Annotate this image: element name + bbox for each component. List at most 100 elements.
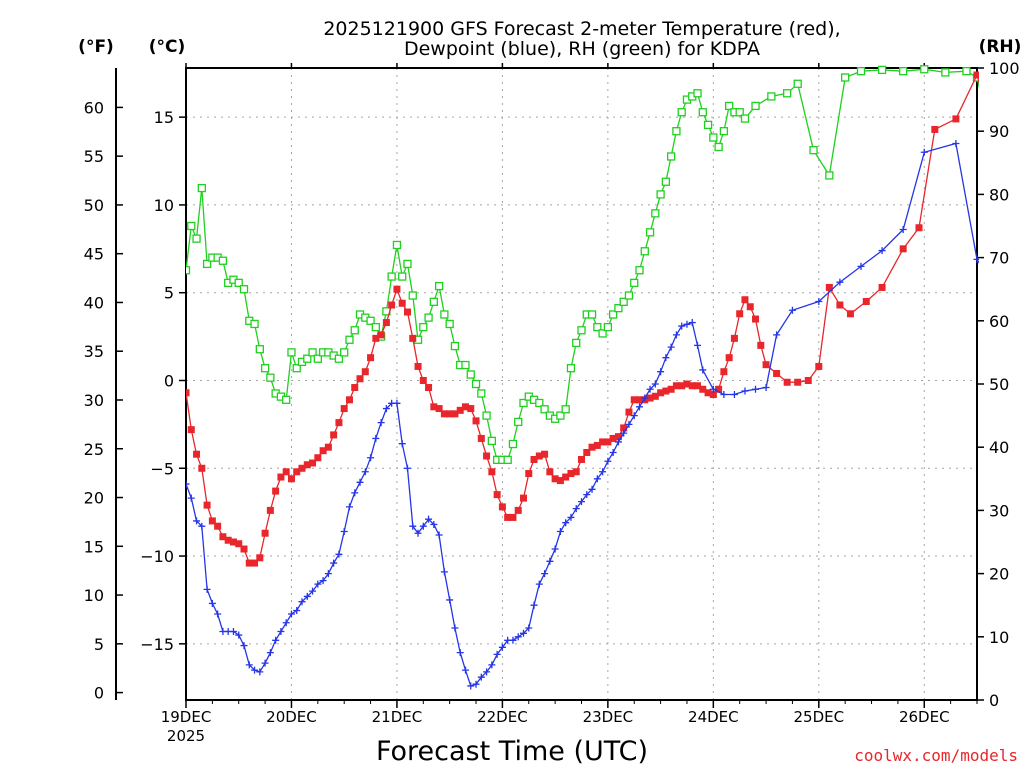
dewpoint-point-78 [593, 475, 601, 483]
fahrenheit-tick-label-30: 30 [84, 391, 104, 410]
dewpoint-point-110 [878, 247, 886, 255]
temperature-point-42 [403, 308, 411, 316]
rh-point-11 [239, 285, 249, 294]
dewpoint-point-97 [694, 341, 702, 349]
dewpoint-point-23 [303, 592, 311, 600]
rh-point-7 [218, 256, 228, 265]
celsius-tick-label--5: −5 [150, 459, 174, 478]
rh-point-103 [725, 101, 734, 111]
rh-point-55 [471, 379, 481, 389]
rh-point-79 [598, 329, 607, 338]
x-tick-label-22DEC: 22DEC [477, 708, 528, 726]
dewpoint-point-44 [414, 529, 422, 537]
rh-point-41 [398, 272, 407, 281]
dewpoint-point-40 [393, 399, 401, 407]
dewpoint-point-67 [535, 580, 543, 588]
rh-point-20 [287, 348, 296, 357]
rh-tick-label-100: 100 [989, 59, 1020, 78]
temperature-point-92 [667, 385, 675, 393]
temperature-point-25 [314, 454, 322, 462]
x-tick-label-26DEC: 26DEC [899, 708, 950, 726]
rh-point-102 [719, 127, 729, 136]
series-layer [186, 65, 979, 690]
dewpoint-point-25 [314, 580, 322, 588]
dewpoint-point-46 [425, 515, 433, 523]
dewpoint-point-68 [541, 570, 549, 578]
rh-point-71 [556, 411, 565, 420]
rh-tick-label-90: 90 [989, 122, 1009, 141]
dewpoint-point-80 [604, 457, 612, 465]
rh-point-42 [403, 259, 412, 269]
dewpoint-point-43 [409, 522, 417, 530]
rh-point-47 [429, 297, 438, 306]
dewpoint-point-70 [551, 545, 559, 553]
fahrenheit-tick-label-5: 5 [94, 635, 104, 654]
credit-text: coolwx.com/models [854, 746, 1018, 765]
temperature-point-75 [578, 455, 585, 463]
temperature-point-51 [451, 410, 459, 418]
x-tick-label-21DEC: 21DEC [372, 708, 423, 726]
dewpoint-point-90 [657, 368, 665, 376]
rh-point-35 [366, 316, 375, 325]
celsius-tick-label--15: −15 [140, 635, 174, 654]
dewpoint-point-56 [477, 673, 485, 681]
rh-tick-label-80: 80 [989, 185, 1009, 204]
dewpoint-point-103 [752, 385, 760, 393]
dewpoint-point-66 [530, 601, 538, 609]
fahrenheit-tick-label-60: 60 [84, 98, 104, 117]
dewpoint-point-55 [472, 680, 480, 688]
dewpoint-point-85 [630, 412, 638, 420]
rh-point-50 [445, 319, 454, 329]
temperature-point-73 [567, 470, 575, 478]
rh-point-23 [303, 354, 312, 363]
rh-tick-label-30: 30 [989, 501, 1009, 520]
rh-point-67 [535, 398, 544, 408]
temperature-point-119 [862, 297, 870, 305]
temperature-point-68 [541, 450, 549, 458]
temperature-point-17 [272, 487, 280, 495]
rh-point-13 [250, 319, 259, 329]
x-tick-sublabel: 2025 [167, 727, 205, 745]
temperature-point-39 [388, 301, 396, 309]
rh-point-81 [608, 310, 618, 319]
dewpoint-point-104 [762, 384, 770, 392]
temperature-point-107 [746, 303, 754, 311]
rh-point-62 [508, 439, 518, 449]
temperature-point-114 [804, 376, 812, 384]
temperature-point-22 [298, 464, 306, 472]
temperature-point-88 [646, 394, 654, 402]
temperature-point-59 [493, 491, 501, 499]
temperature-point-9 [229, 538, 237, 546]
celsius-tick-label-10: 10 [154, 196, 174, 215]
dewpoint-point-50 [446, 596, 454, 604]
rh-tick-label-10: 10 [989, 628, 1009, 647]
fahrenheit-tick-label-25: 25 [84, 440, 104, 459]
temperature-point-63 [514, 506, 522, 514]
rh-point-30 [340, 348, 349, 357]
rh-point-118 [941, 68, 950, 77]
dewpoint-point-17 [272, 636, 280, 644]
dewpoint-point-82 [614, 438, 622, 446]
temperature-point-85 [630, 396, 638, 404]
temperature-point-14 [256, 554, 264, 562]
chart-title-line-2: Dewpoint (blue), RH (green) for KDPA [404, 38, 760, 60]
temperature-point-91 [662, 387, 670, 395]
rh-tick-label-40: 40 [989, 438, 1009, 457]
rh-point-3 [197, 183, 206, 193]
temperature-point-38 [382, 319, 390, 327]
temperature-point-0 [186, 389, 190, 397]
temperature-point-108 [752, 315, 760, 323]
temperature-point-18 [277, 473, 285, 481]
x-tick-label-19DEC: 19DEC [161, 708, 212, 726]
temperature-point-79 [599, 438, 607, 446]
rh-point-54 [466, 370, 475, 379]
temperature-point-90 [657, 389, 665, 397]
temperature-point-36 [372, 334, 380, 342]
series-rh [186, 65, 979, 464]
dewpoint-point-81 [609, 448, 617, 456]
dewpoint-point-114 [973, 255, 979, 263]
temperature-point-44 [414, 362, 422, 370]
rh-point-0 [186, 266, 191, 275]
temperature-point-95 [683, 380, 691, 388]
